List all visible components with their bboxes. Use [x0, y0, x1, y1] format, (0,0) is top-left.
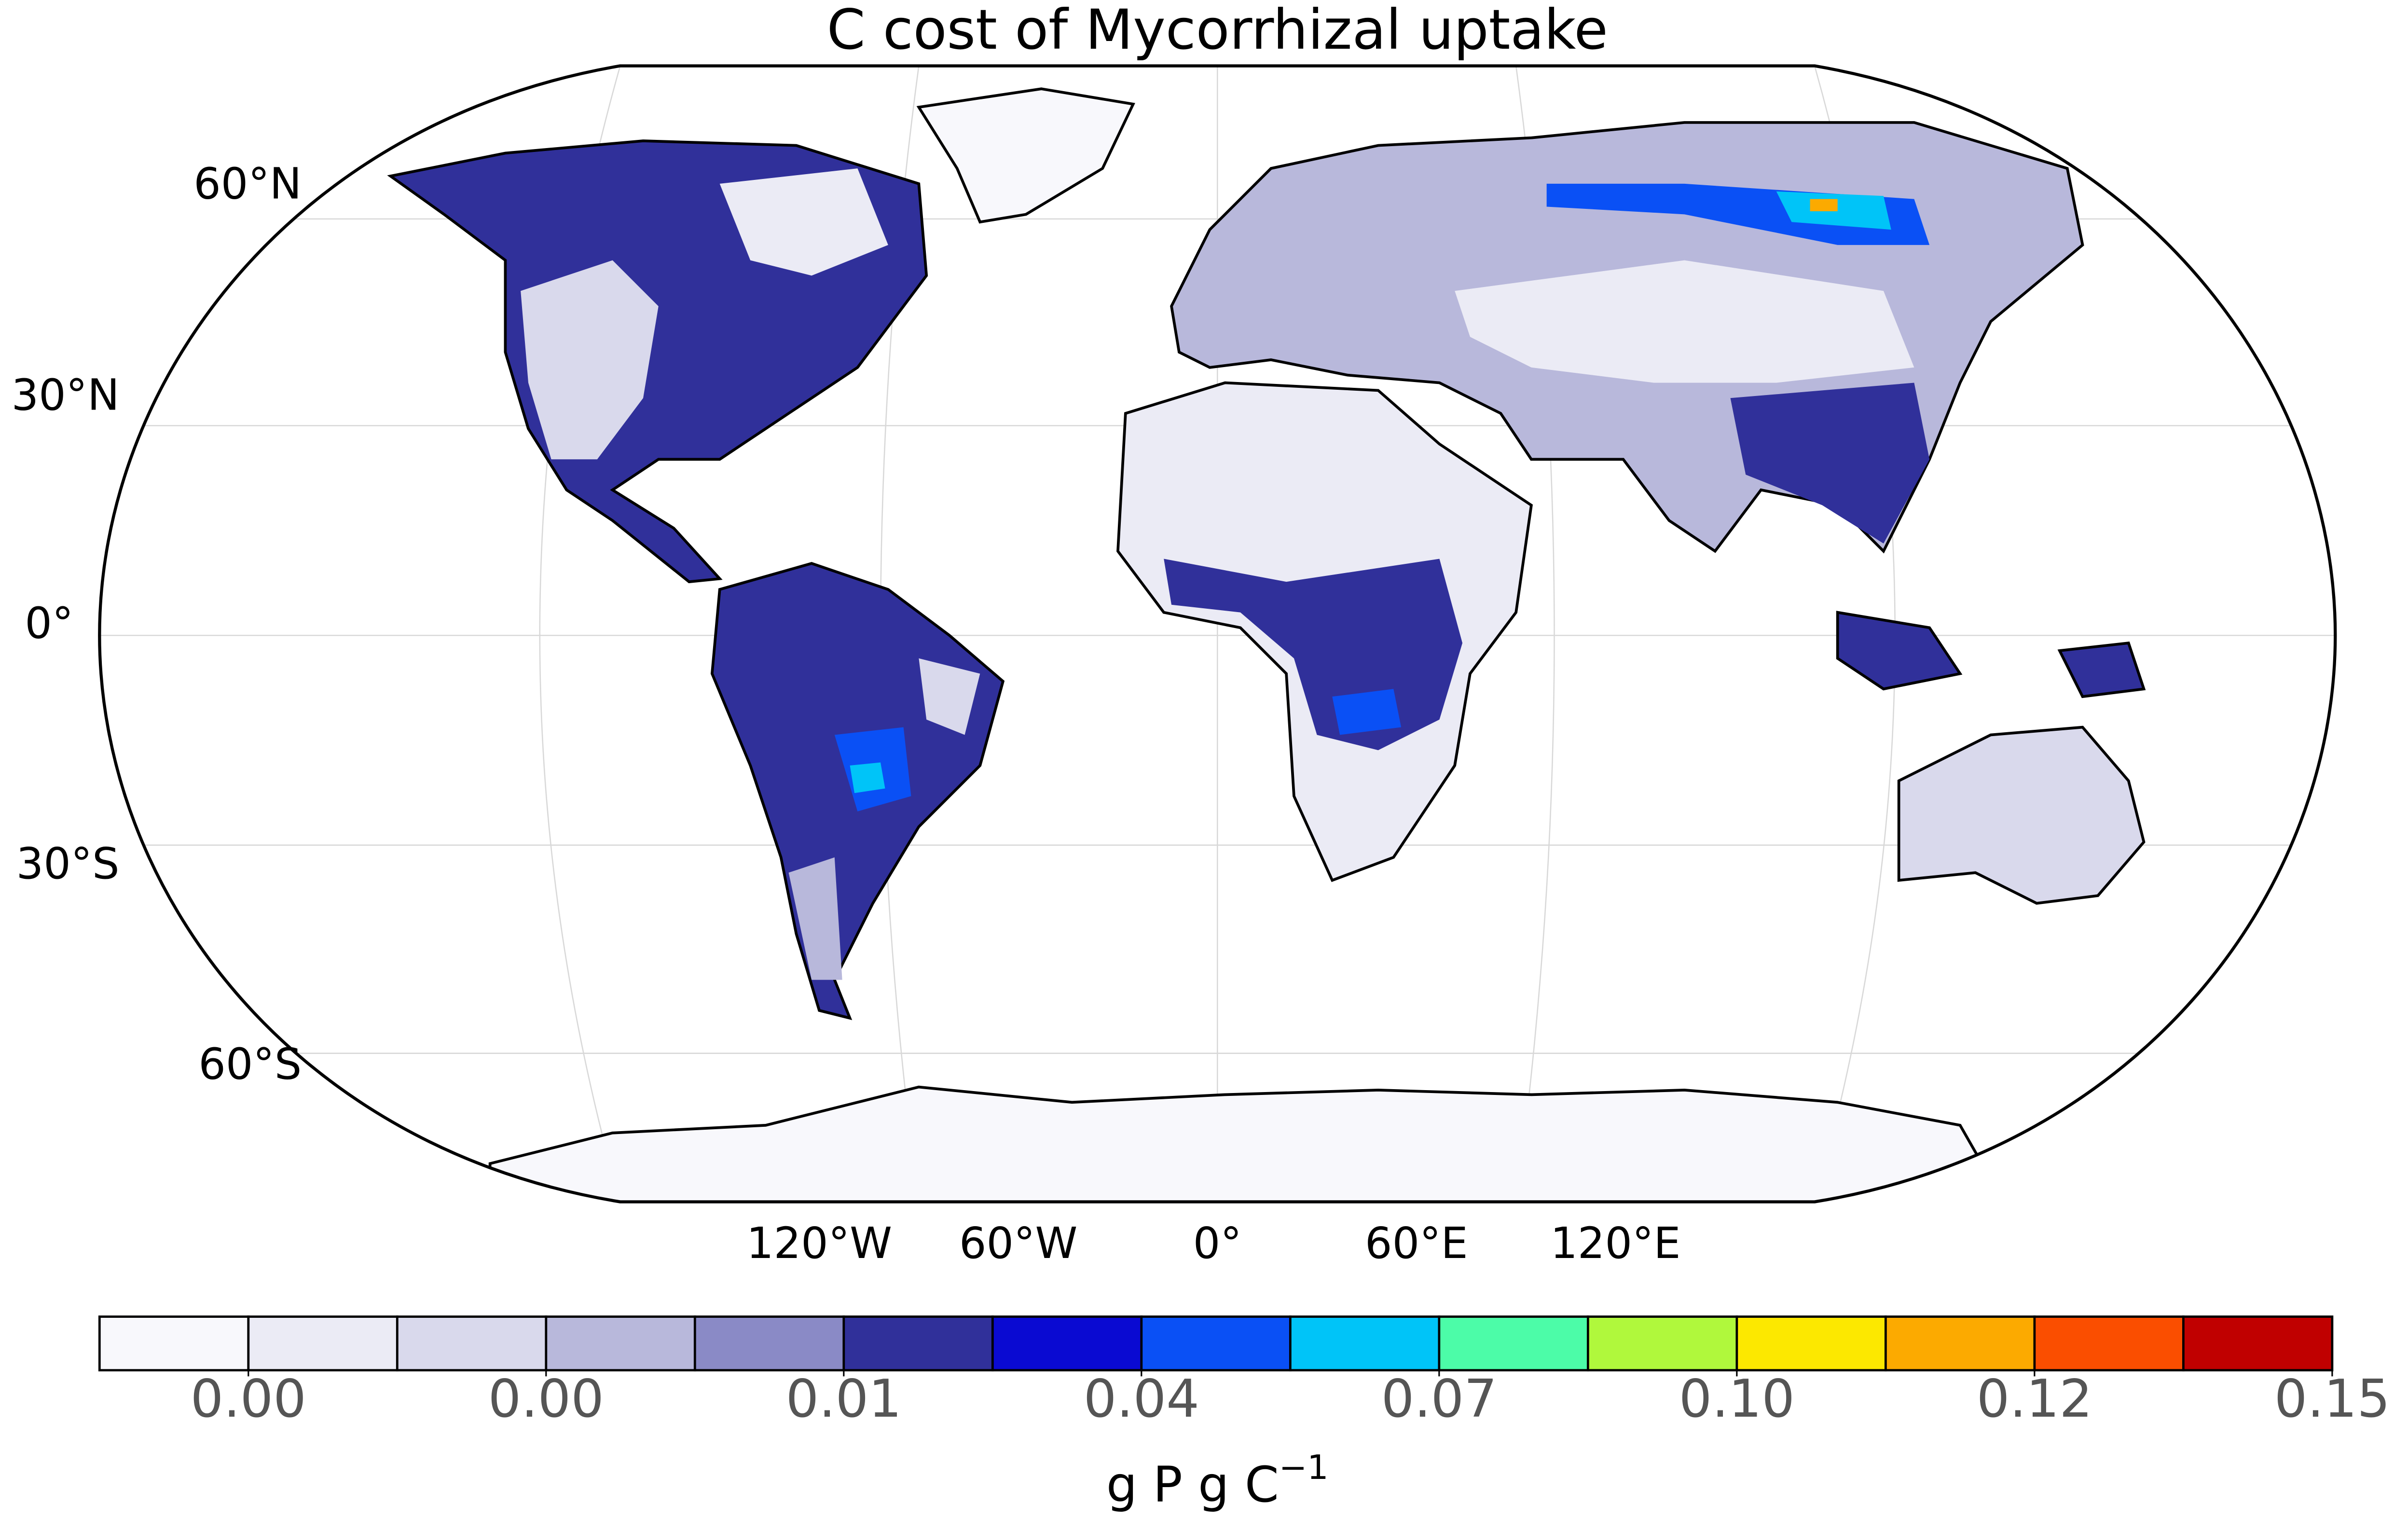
- colorbar-label: g P g C−1: [1106, 1448, 1329, 1513]
- land: [387, 87, 2146, 1202]
- unit-exponent: −1: [1279, 1448, 1329, 1487]
- lon-label: 120°W: [746, 1218, 892, 1268]
- colorbar-box: [1884, 1315, 2036, 1372]
- colorbar-tick-label: 0.12: [1977, 1369, 2092, 1429]
- lat-label: 60°S: [198, 1039, 302, 1089]
- lat-label: 30°N: [12, 370, 120, 420]
- colorbar-box: [2182, 1315, 2334, 1372]
- colorbar-box: [247, 1315, 399, 1372]
- lat-labels: 60°N 30°N 0° 30°S 60°S: [12, 159, 302, 1089]
- chart-title: C cost of Mycorrhizal uptake: [827, 0, 1608, 62]
- colorbar-box: [2033, 1315, 2185, 1372]
- colorbar-box: [1438, 1315, 1589, 1372]
- colorbar-box: [545, 1315, 696, 1372]
- colorbar-box: [1289, 1315, 1441, 1372]
- colorbar-tick-label: 0.00: [488, 1369, 604, 1429]
- colorbar: 0.00 0.00 0.01 0.04 0.07 0.10 0.12 0.15: [98, 1315, 2390, 1429]
- colorbar-tick-label: 0.07: [1381, 1369, 1497, 1429]
- lon-labels: 120°W 60°W 0° 60°E 120°E: [746, 1218, 1680, 1268]
- colorbar-box: [1140, 1315, 1292, 1372]
- colorbar-tick-label: 0.00: [191, 1369, 306, 1429]
- colorbar-box: [693, 1315, 845, 1372]
- colorbar-box: [1735, 1315, 1887, 1372]
- colorbar-box: [98, 1315, 250, 1372]
- colorbar-tick-label: 0.10: [1679, 1369, 1795, 1429]
- map-border: [98, 64, 2337, 1203]
- colorbar-box: [842, 1315, 994, 1372]
- colorbar-tick-label: 0.15: [2274, 1369, 2390, 1429]
- lon-label: 0°: [1193, 1218, 1242, 1268]
- colorbar-box: [396, 1315, 548, 1372]
- lon-label: 60°E: [1365, 1218, 1468, 1268]
- lat-label: 60°N: [193, 159, 302, 209]
- lat-label: 30°S: [16, 839, 120, 889]
- colorbar-tick-label: 0.01: [786, 1369, 902, 1429]
- lon-label: 60°W: [959, 1218, 1077, 1268]
- colorbar-box: [991, 1315, 1143, 1372]
- unit: g P g C: [1106, 1456, 1279, 1513]
- lon-label: 120°E: [1550, 1218, 1680, 1268]
- colorbar-box: [1586, 1315, 1738, 1372]
- map: [98, 64, 2337, 1203]
- colorbar-tick-label: 0.04: [1084, 1369, 1199, 1429]
- lat-label: 0°: [25, 599, 73, 648]
